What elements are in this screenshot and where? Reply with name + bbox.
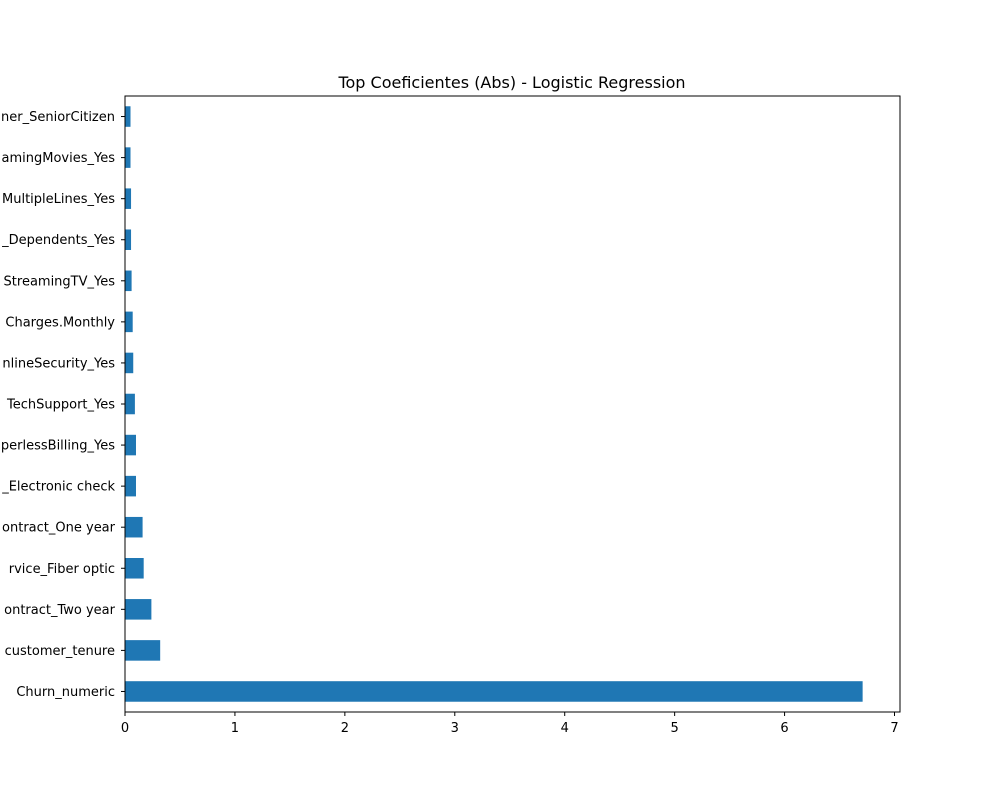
y-tick-label: _Electronic check [1, 480, 115, 495]
y-tick-label: ner_SeniorCitizen [1, 110, 115, 125]
bar-11 [125, 270, 132, 292]
y-tick-label: TechSupport_Yes [6, 398, 115, 413]
x-tick-label: 7 [890, 721, 898, 736]
x-tick-label: 1 [231, 721, 239, 736]
x-tick-label: 6 [780, 721, 788, 736]
y-tick-label: perlessBilling_Yes [1, 439, 115, 454]
y-tick-label: rvice_Fiber optic [9, 562, 115, 577]
bar-1 [125, 681, 863, 702]
plot-area-frame [124, 95, 901, 713]
x-tick-label: 4 [561, 721, 569, 736]
chart-title: Top Coeficientes (Abs) - Logistic Regres… [337, 73, 685, 92]
x-axis-ticks: 0 1 2 3 4 5 6 7 [121, 712, 899, 736]
bar-14 [125, 147, 131, 168]
bar-15 [125, 106, 131, 127]
x-tick-label: 0 [121, 721, 129, 736]
y-tick-label: ontract_Two year [4, 603, 116, 618]
x-tick-label: 5 [671, 721, 679, 736]
bars-group [125, 106, 863, 702]
bar-7 [125, 434, 136, 456]
x-tick-label: 2 [341, 721, 349, 736]
y-tick-label: _Dependents_Yes [1, 233, 115, 248]
bar-4 [125, 558, 144, 579]
bar-8 [125, 393, 135, 415]
bar-13 [125, 188, 132, 209]
y-tick-label: nlineSecurity_Yes [2, 356, 115, 371]
y-tick-label: customer_tenure [5, 644, 115, 659]
bar-12 [125, 229, 132, 250]
y-tick-label: StreamingTV_Yes [4, 274, 116, 289]
y-tick-label: Charges.Monthly [5, 315, 115, 330]
bar-10 [125, 311, 133, 333]
y-axis-ticks: Churn_numeric customer_tenure ontract_Two … [1, 110, 125, 700]
y-tick-label: Churn_numeric [16, 685, 115, 700]
bar-2 [125, 640, 161, 661]
bar-3 [125, 599, 152, 620]
y-tick-label: amingMovies_Yes [2, 151, 116, 166]
y-tick-label: ontract_One year [2, 521, 116, 536]
bar-9 [125, 352, 134, 374]
x-tick-label: 3 [451, 721, 459, 736]
bar-5 [125, 516, 143, 538]
y-tick-label: MultipleLines_Yes [2, 192, 115, 207]
bar-6 [125, 475, 136, 497]
